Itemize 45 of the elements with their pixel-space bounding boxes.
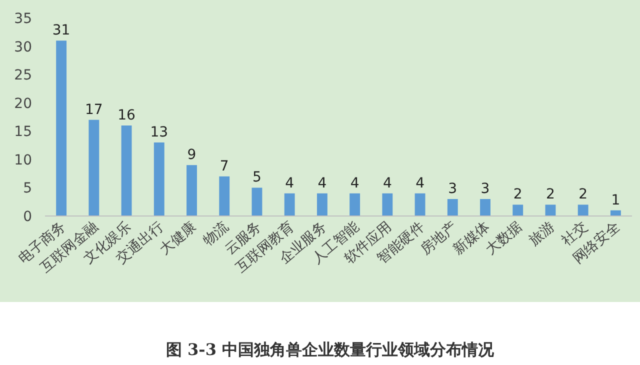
bar [56, 40, 67, 216]
data-label: 16 [118, 107, 136, 124]
data-label: 1 [611, 192, 620, 208]
text: 图 3-3 中国独角兽企业数量行业领域分布情况 [166, 340, 496, 359]
bar [350, 193, 360, 216]
bar [480, 199, 490, 216]
bar [447, 199, 458, 216]
bar [121, 125, 132, 216]
bar [382, 193, 393, 216]
bar [154, 142, 164, 216]
data-label: 2 [578, 186, 588, 203]
bar [186, 165, 197, 216]
bar [252, 188, 262, 216]
data-label: 7 [220, 158, 229, 174]
bar [512, 204, 524, 216]
x-tick-label: 旅游 [526, 218, 558, 250]
data-label: 17 [85, 102, 103, 118]
y-tick-label: 25 [14, 68, 32, 84]
data-label: 31 [52, 22, 70, 39]
y-tick-label: 30 [14, 39, 32, 56]
data-label: 3 [448, 181, 458, 198]
data-label: 4 [285, 175, 294, 192]
y-tick-label: 20 [14, 96, 32, 112]
data-label: 5 [252, 170, 262, 186]
y-tick-label: 35 [14, 11, 32, 27]
data-label: 3 [480, 181, 490, 198]
data-label: 13 [150, 124, 168, 140]
data-label: 9 [187, 147, 196, 164]
data-label: 2 [546, 186, 555, 203]
bar [545, 204, 556, 216]
bar [219, 176, 230, 216]
y-tick-label: 15 [14, 124, 32, 140]
data-label: 2 [513, 186, 522, 203]
y-tick-label: 0 [23, 209, 32, 225]
y-tick-label: 5 [23, 180, 32, 197]
y-tick-label: 10 [14, 152, 32, 168]
bar [578, 204, 588, 216]
data-label: 4 [382, 175, 392, 192]
data-label: 4 [350, 175, 360, 192]
data-label: 4 [416, 175, 425, 192]
data-label: 4 [318, 175, 327, 192]
bar [414, 193, 426, 216]
bar [316, 193, 328, 216]
bar [88, 120, 100, 216]
bar [284, 193, 295, 216]
